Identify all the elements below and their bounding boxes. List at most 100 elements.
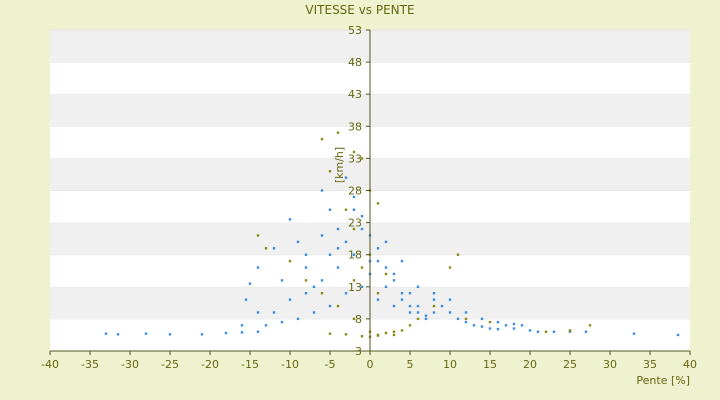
y-tick-label: 33 — [348, 152, 362, 165]
data-point — [408, 292, 412, 295]
data-point — [360, 214, 364, 218]
data-point — [512, 327, 516, 330]
data-point — [280, 320, 284, 324]
data-point — [328, 304, 332, 308]
data-point — [272, 311, 276, 314]
y-tick-label: 8 — [355, 313, 362, 326]
x-tick-label: -15 — [241, 358, 259, 371]
y-tick-label: 53 — [348, 24, 362, 37]
x-tick-label: 20 — [523, 358, 537, 371]
x-axis-label: Pente [%] — [636, 374, 690, 387]
data-point — [256, 311, 260, 314]
y-tick-label: 38 — [348, 120, 362, 133]
data-point — [588, 324, 592, 327]
x-tick-label: -25 — [161, 358, 179, 371]
data-point — [464, 311, 468, 314]
data-point — [240, 324, 244, 327]
data-point — [392, 304, 396, 308]
data-point — [328, 170, 332, 173]
data-point — [384, 266, 388, 269]
data-point — [376, 202, 380, 205]
data-point — [408, 304, 412, 308]
data-point — [320, 279, 324, 282]
data-point — [360, 157, 364, 160]
data-point — [104, 332, 108, 335]
data-point — [416, 285, 420, 288]
data-point — [344, 333, 348, 336]
data-point — [144, 332, 148, 335]
data-point — [432, 304, 436, 308]
y-tick-label: 43 — [348, 88, 362, 101]
data-point — [320, 234, 324, 237]
data-point — [536, 330, 540, 333]
data-point — [384, 272, 388, 276]
data-point — [296, 317, 300, 321]
data-point — [464, 317, 468, 321]
data-point — [568, 330, 572, 333]
data-point — [248, 282, 252, 285]
data-point — [408, 311, 412, 314]
x-tick-label: 15 — [483, 358, 497, 371]
x-tick-label: 0 — [367, 358, 374, 371]
x-tick-label: -35 — [81, 358, 99, 371]
data-point — [376, 259, 380, 263]
data-point — [240, 331, 244, 334]
data-point — [352, 227, 356, 231]
data-point — [432, 292, 436, 295]
data-point — [400, 329, 404, 332]
data-point — [328, 332, 332, 335]
data-point — [256, 266, 260, 269]
data-point — [432, 298, 436, 301]
data-point — [552, 330, 556, 333]
y-tick-label: 48 — [348, 56, 362, 69]
data-point — [376, 298, 380, 301]
data-point — [272, 247, 276, 250]
data-point — [424, 314, 428, 317]
data-point — [544, 330, 548, 333]
data-point — [416, 317, 420, 321]
data-point — [408, 324, 412, 327]
x-tick-label: -20 — [201, 358, 219, 371]
data-point — [520, 324, 524, 327]
data-point — [400, 298, 404, 301]
x-tick-label: 40 — [683, 358, 697, 371]
data-point — [344, 240, 348, 244]
data-point — [632, 332, 636, 335]
data-point — [360, 335, 364, 338]
data-point — [320, 292, 324, 295]
data-point — [352, 317, 356, 321]
data-point — [488, 327, 492, 330]
y-tick-label: 23 — [348, 217, 362, 230]
data-point — [304, 292, 308, 295]
data-point — [568, 329, 572, 332]
data-point — [448, 311, 452, 314]
data-point — [352, 208, 356, 211]
data-point — [328, 208, 332, 211]
data-point — [456, 317, 460, 321]
data-point — [200, 333, 204, 336]
data-point — [320, 137, 324, 141]
data-point — [400, 259, 404, 263]
data-point — [244, 298, 248, 301]
x-tick-label: -30 — [121, 358, 139, 371]
y-tick-label: 13 — [348, 281, 362, 294]
data-point — [288, 218, 292, 221]
data-point — [392, 333, 396, 337]
y-tick-label: 3 — [355, 345, 362, 358]
data-point — [336, 131, 340, 134]
data-point — [432, 311, 436, 314]
data-point — [512, 322, 516, 326]
data-point — [416, 311, 420, 314]
data-point — [528, 329, 532, 332]
x-tick-label: 5 — [407, 358, 414, 371]
data-point — [456, 253, 460, 256]
y-tick-label: 28 — [348, 185, 362, 198]
data-point — [504, 324, 508, 327]
data-point — [336, 304, 340, 308]
data-point — [376, 247, 380, 250]
data-point — [344, 176, 348, 179]
data-point — [376, 292, 380, 295]
data-point — [384, 240, 388, 244]
